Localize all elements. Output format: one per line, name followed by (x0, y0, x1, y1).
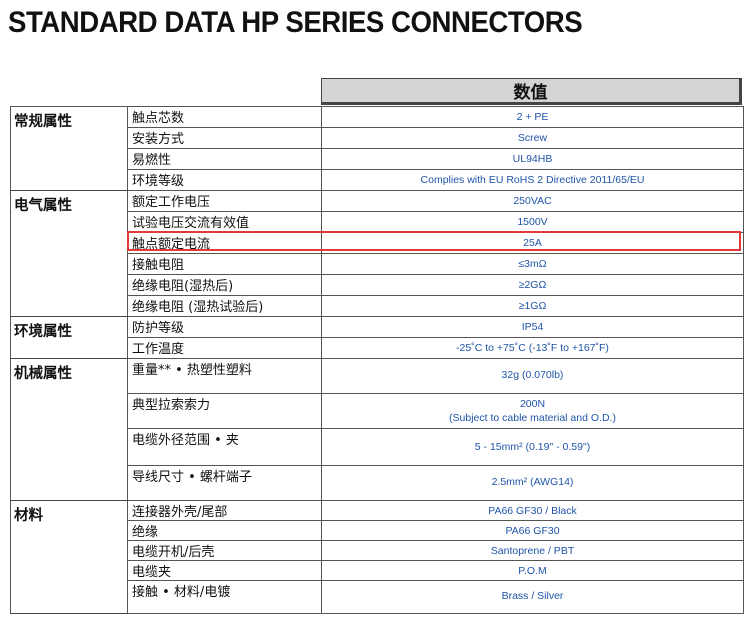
property-label: 易燃性 (127, 148, 322, 170)
spec-table: 常规属性 触点芯数 2 + PE 安装方式 Screw 易燃性 UL94HB 环… (10, 106, 744, 614)
property-value: PA66 GF30 (321, 520, 744, 541)
property-value: Complies with EU RoHS 2 Directive 2011/6… (321, 169, 744, 191)
property-label: 工作温度 (127, 337, 322, 359)
property-label: 环境等级 (127, 169, 322, 191)
property-value: ≤3mΩ (321, 253, 744, 275)
property-value: UL94HB (321, 148, 744, 170)
property-label: 典型拉索索力 (127, 393, 322, 429)
property-label: 连接器外壳/尾部 (127, 500, 322, 521)
property-label: 绝缘电阻 (湿热试验后) (127, 295, 322, 317)
property-label: 触点芯数 (127, 106, 322, 128)
property-label: 试验电压交流有效值 (127, 211, 322, 233)
property-value-highlighted: 25A (321, 232, 744, 254)
property-value: IP54 (321, 316, 744, 338)
category-environmental: 环境属性 (10, 316, 128, 359)
property-value: ≥2GΩ (321, 274, 744, 296)
property-label: 安装方式 (127, 127, 322, 149)
property-value: PA66 GF30 / Black (321, 500, 744, 521)
property-label-highlighted: 触点额定电流 (127, 232, 322, 254)
property-value: 1500V (321, 211, 744, 233)
property-value: Brass / Silver (321, 580, 744, 614)
property-label: 导线尺寸 • 螺杆端子 (127, 465, 322, 501)
category-electrical: 电气属性 (10, 190, 128, 317)
property-label: 防护等级 (127, 316, 322, 338)
property-value: ≥1GΩ (321, 295, 744, 317)
property-value: 32g (0.070lb) (321, 358, 744, 394)
property-label: 绝缘 (127, 520, 322, 541)
property-value: 2 + PE (321, 106, 744, 128)
property-value: 2.5mm² (AWG14) (321, 465, 744, 501)
property-value: -25˚C to +75˚C (-13˚F to +167˚F) (321, 337, 744, 359)
property-label: 电缆开机/后壳 (127, 540, 322, 561)
property-label: 电缆夹 (127, 560, 322, 581)
property-label: 电缆外径范围 • 夹 (127, 428, 322, 466)
property-label: 绝缘电阻(湿热后) (127, 274, 322, 296)
category-materials: 材料 (10, 500, 128, 614)
property-label: 额定工作电压 (127, 190, 322, 212)
property-value: Santoprene / PBT (321, 540, 744, 561)
property-label: 接触 • 材料/电镀 (127, 580, 322, 614)
page-title: STANDARD DATA HP SERIES CONNECTORS (8, 6, 583, 39)
property-label: 重量** • 热塑性塑料 (127, 358, 322, 394)
property-label: 接触电阻 (127, 253, 322, 275)
category-mechanical: 机械属性 (10, 358, 128, 501)
property-value: P.O.M (321, 560, 744, 581)
property-value: Screw (321, 127, 744, 149)
property-value: 250VAC (321, 190, 744, 212)
category-general: 常规属性 (10, 106, 128, 191)
property-value: 200N (Subject to cable material and O.D.… (321, 393, 744, 429)
property-value-line2: (Subject to cable material and O.D.) (449, 412, 616, 424)
value-column-header: 数值 (321, 78, 742, 105)
property-value: 5 - 15mm² (0.19" - 0.59") (321, 428, 744, 466)
property-value-line1: 200N (519, 398, 546, 410)
